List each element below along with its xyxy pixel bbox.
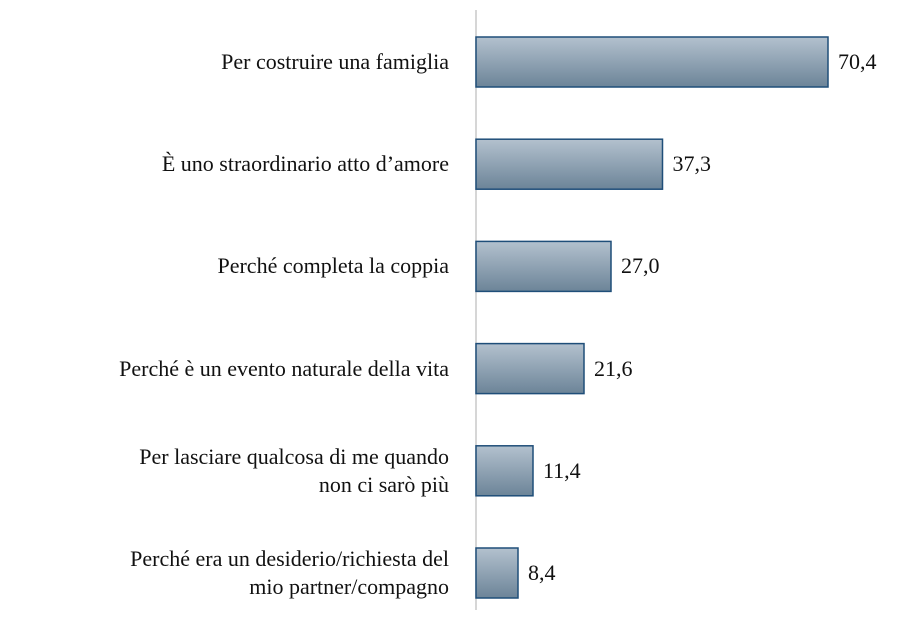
category-label: È uno straordinario atto d’amore [161, 151, 449, 177]
value-label: 27,0 [621, 253, 660, 279]
bar [475, 138, 664, 190]
value-label: 21,6 [594, 355, 633, 381]
category-label: Per costruire una famiglia [221, 49, 449, 74]
category-label: Perché era un desiderio/richiesta del mi… [130, 546, 449, 599]
bar [475, 547, 519, 599]
value-label: 11,4 [543, 457, 581, 483]
value-label: 37,3 [672, 151, 712, 177]
value-label: 70,4 [838, 49, 877, 74]
category-label: Perché è un evento naturale della vita [119, 355, 449, 381]
bar [475, 445, 534, 497]
value-label: 8,4 [528, 560, 556, 585]
bar [475, 36, 829, 88]
category-label: Perché completa la coppia [217, 253, 449, 279]
category-label: Per lasciare qualcosa di me quando non c… [139, 443, 449, 497]
bar [475, 240, 612, 293]
bar [475, 342, 585, 395]
